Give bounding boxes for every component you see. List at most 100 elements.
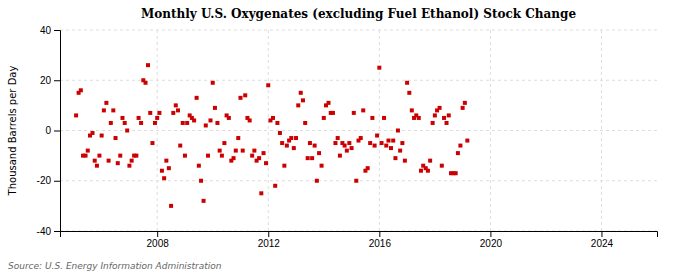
grid-line	[379, 30, 380, 231]
point	[144, 81, 148, 85]
tick-mark	[54, 231, 60, 232]
point	[86, 149, 90, 153]
point	[327, 101, 331, 105]
point	[183, 154, 187, 158]
point	[347, 141, 351, 145]
point	[139, 121, 143, 125]
point	[107, 159, 111, 163]
point	[370, 116, 374, 120]
point	[313, 144, 317, 148]
point	[438, 106, 442, 110]
point	[403, 159, 407, 163]
point	[463, 101, 467, 105]
tick: 2016	[369, 231, 392, 249]
point	[431, 121, 435, 125]
plot-area: 20082012201620202024-40-2002040	[37, 25, 658, 249]
point	[102, 108, 106, 112]
point	[206, 154, 210, 158]
point	[204, 123, 208, 127]
point	[90, 131, 94, 135]
point	[296, 103, 300, 107]
point	[465, 139, 469, 143]
points	[74, 63, 469, 208]
point	[440, 164, 444, 168]
point	[95, 164, 99, 168]
point	[373, 144, 377, 148]
point	[359, 136, 363, 140]
point	[366, 166, 370, 170]
point	[282, 164, 286, 168]
grid-line	[268, 30, 269, 231]
point	[426, 169, 430, 173]
point	[289, 136, 293, 140]
point	[130, 159, 134, 163]
axis-line	[61, 232, 658, 238]
point	[445, 121, 449, 125]
tick-mark	[54, 30, 60, 31]
tick: 2024	[591, 231, 614, 249]
y-axis-title: Thousand Barrels per Day	[7, 66, 18, 197]
point	[292, 146, 296, 150]
point	[153, 121, 157, 125]
point	[120, 116, 124, 120]
point	[222, 141, 226, 145]
point	[211, 81, 215, 85]
point	[391, 139, 395, 143]
point	[160, 169, 164, 173]
point	[213, 106, 217, 110]
point	[97, 154, 101, 158]
point	[171, 111, 175, 115]
grid-line	[490, 30, 491, 231]
point	[100, 134, 104, 138]
tick-label: 2008	[147, 238, 170, 249]
y-axis: -40-2002040	[37, 25, 61, 237]
tick-mark	[490, 231, 491, 237]
point	[93, 159, 97, 163]
point	[322, 116, 326, 120]
point	[375, 134, 379, 138]
point	[250, 154, 254, 158]
point	[178, 144, 182, 148]
tick: 2020	[480, 231, 503, 249]
point	[74, 113, 78, 117]
tick-mark	[601, 231, 602, 237]
tick-mark	[157, 231, 158, 237]
tick-mark	[54, 80, 60, 81]
point	[104, 101, 108, 105]
grid-line	[60, 130, 657, 131]
point	[195, 96, 199, 100]
point	[127, 164, 131, 168]
tick: 2012	[258, 231, 281, 249]
tick: 40	[40, 25, 60, 36]
grid-line	[60, 80, 657, 81]
point	[285, 144, 289, 148]
point	[155, 116, 159, 120]
point	[384, 144, 388, 148]
tick-label: 40	[40, 25, 52, 36]
point	[181, 121, 185, 125]
grid-line	[60, 30, 657, 31]
point	[345, 149, 349, 153]
point	[336, 136, 340, 140]
tick: 2008	[147, 231, 170, 249]
tick-label: 2024	[591, 238, 614, 249]
point	[280, 141, 284, 145]
tick: 20	[40, 75, 60, 86]
point	[428, 159, 432, 163]
point	[331, 111, 335, 115]
point	[162, 176, 166, 180]
point	[393, 156, 397, 160]
point	[236, 136, 240, 140]
point	[164, 159, 168, 163]
point	[308, 141, 312, 145]
point	[299, 91, 303, 95]
point	[382, 116, 386, 120]
point	[174, 103, 178, 107]
point	[134, 154, 138, 158]
point	[192, 118, 196, 122]
point	[259, 191, 263, 195]
title: Monthly U.S. Oxygenates (excluding Fuel …	[141, 7, 577, 21]
point	[400, 141, 404, 145]
point	[410, 108, 414, 112]
point	[419, 169, 423, 173]
